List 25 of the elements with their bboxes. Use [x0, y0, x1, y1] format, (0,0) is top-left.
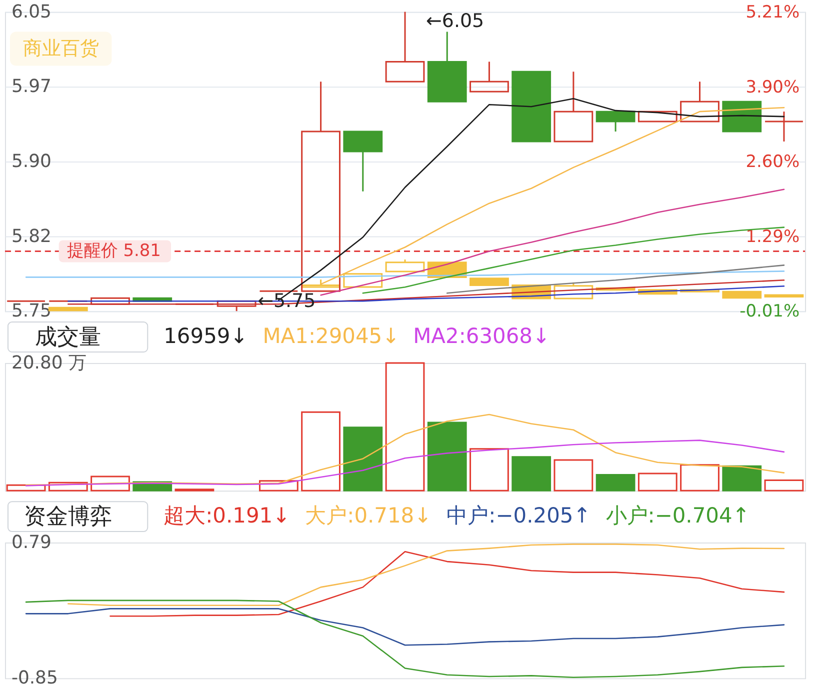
- y-tick-label: 5.90: [11, 150, 52, 172]
- text: 中户:−0.205↑: [446, 504, 591, 528]
- y2-tick-label: 1.29%: [746, 226, 800, 246]
- text: 超大:0.191↓: [164, 504, 290, 528]
- text: 16959↓: [164, 324, 248, 348]
- text: MA2:63068↓: [413, 324, 550, 348]
- text: MA1:29045↓: [262, 324, 400, 348]
- y2-tick-label: -0.01%: [740, 300, 800, 321]
- y-tick-label: 5.82: [11, 226, 52, 247]
- ref-line-label: 提醒价 5.81: [66, 240, 161, 260]
- y-tick-label: 0.79: [11, 532, 52, 554]
- text: 小户:−0.704↑: [606, 504, 750, 528]
- y-tick-label: 5.97: [11, 76, 52, 98]
- y-tick-label: -0.85: [11, 668, 58, 689]
- y-tick-label: 20.80 万: [11, 352, 87, 374]
- text: 商业百货: [22, 38, 99, 60]
- y-tick-label: 5.75: [11, 300, 52, 322]
- y-tick-label: 6.05: [11, 1, 52, 22]
- y2-tick-label: 3.90%: [746, 76, 800, 96]
- y2-tick-label: 5.21%: [746, 1, 800, 22]
- y2-tick-label: 2.60%: [746, 150, 800, 171]
- series-label: 大户:0.718↓: [305, 504, 432, 528]
- chart-title: 成交量: [34, 325, 101, 350]
- chart-title: 资金博弈: [24, 504, 112, 530]
- annotation: ←6.05: [426, 10, 484, 32]
